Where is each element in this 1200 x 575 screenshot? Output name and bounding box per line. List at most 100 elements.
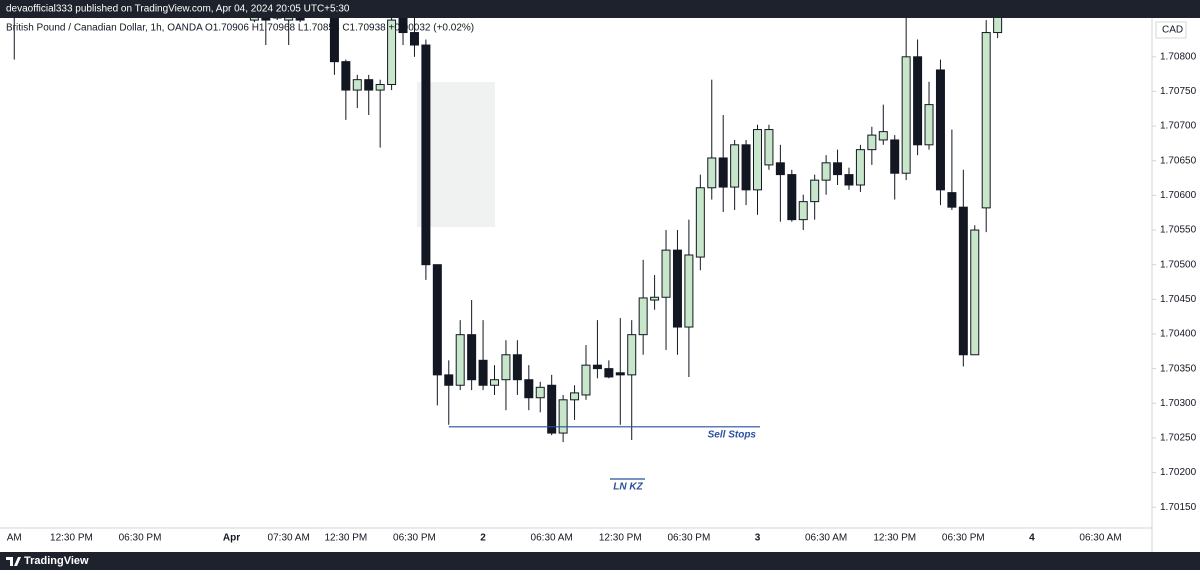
candle-body — [329, 18, 339, 63]
candle-body — [741, 144, 751, 191]
x-tick-label: 12:30 PM — [50, 533, 93, 544]
y-tick-label: 1.70550 — [1160, 225, 1197, 236]
x-tick-label: 2 — [480, 533, 486, 544]
candle-body — [672, 249, 682, 328]
candle-body — [490, 379, 500, 386]
candle-body — [581, 364, 591, 396]
candle-body — [467, 334, 477, 381]
candle-body — [387, 19, 397, 86]
y-tick-label: 1.70250 — [1160, 433, 1197, 444]
x-tick-label: 06:30 AM — [805, 533, 847, 544]
candle-body — [615, 372, 625, 376]
y-tick-label: 1.70300 — [1160, 398, 1197, 409]
candle-body — [958, 206, 968, 356]
y-tick-label: 1.70750 — [1160, 86, 1197, 97]
y-tick-label: 1.70500 — [1160, 259, 1197, 270]
x-tick-label: 12:30 PM — [324, 533, 367, 544]
candle-body — [718, 157, 728, 188]
candle-body — [661, 249, 671, 298]
candle-body — [867, 134, 877, 151]
y-tick-label: 1.70350 — [1160, 363, 1197, 374]
candle-body — [352, 79, 362, 91]
candle-body — [753, 129, 763, 191]
candle-body — [398, 18, 408, 34]
candle-body — [981, 32, 991, 209]
candle-body — [627, 334, 637, 376]
candle-body — [547, 384, 557, 434]
candle-body — [455, 334, 465, 386]
candle-body — [650, 296, 660, 301]
candle-body — [764, 129, 774, 166]
x-tick-label: 06:30 PM — [119, 533, 162, 544]
candle-body — [249, 18, 259, 21]
candle-body — [993, 18, 1003, 34]
y-tick-label: 1.70400 — [1160, 329, 1197, 340]
candle-body — [878, 131, 888, 141]
candle-body — [375, 84, 385, 91]
candle-body — [901, 56, 911, 174]
x-tick-label: 06:30 AM — [531, 533, 573, 544]
candle-body — [592, 364, 602, 370]
x-tick-label: 4 — [1029, 533, 1035, 544]
candle-body — [261, 18, 271, 21]
candle-body — [341, 61, 351, 91]
candle-body — [947, 192, 957, 208]
y-tick-label: 1.70650 — [1160, 155, 1197, 166]
candle-body — [284, 18, 294, 21]
currency-box — [1155, 21, 1187, 39]
candle-body — [409, 32, 419, 46]
y-tick-label: 1.70800 — [1160, 51, 1197, 62]
candle-body — [821, 162, 831, 181]
y-tick-label: 1.70200 — [1160, 467, 1197, 478]
y-tick-label: 1.70150 — [1160, 502, 1197, 513]
header-bar — [0, 0, 1200, 18]
x-tick-label: Apr — [223, 533, 240, 544]
y-tick-label: 1.70450 — [1160, 294, 1197, 305]
candle-body — [970, 229, 980, 356]
x-tick-label: 12:30 PM — [599, 533, 642, 544]
symbol-legend: British Pound / Canadian Dollar, 1h, OAN… — [6, 23, 474, 34]
candle-body — [798, 201, 808, 221]
candle-body — [501, 354, 511, 381]
candle-body — [295, 18, 305, 21]
header-text: devaofficial333 published on TradingView… — [6, 4, 350, 15]
candle-body — [890, 139, 900, 174]
annotation: LN KZ — [613, 482, 643, 493]
candle-body — [935, 69, 945, 191]
candle-body — [844, 174, 854, 186]
candle-body — [535, 386, 545, 399]
logo — [6, 557, 21, 566]
x-tick-label: 06:30 AM — [1079, 533, 1121, 544]
candle-body — [775, 162, 785, 176]
y-tick-label: 1.70700 — [1160, 121, 1197, 132]
candle-body — [787, 174, 797, 221]
candle-body — [421, 44, 431, 266]
x-tick-label: 12:30 PM — [873, 533, 916, 544]
candle-body — [730, 144, 740, 188]
candle-body — [570, 392, 580, 401]
x-tick-label: 3 — [755, 533, 761, 544]
x-tick-label: 06:30 PM — [667, 533, 710, 544]
candle-body — [478, 359, 488, 386]
x-tick-label: 07:30 AM — [268, 533, 310, 544]
candle-body — [444, 374, 454, 386]
annotation: Sell Stops — [708, 429, 757, 440]
candle-body — [604, 368, 614, 378]
candle-body — [512, 354, 522, 381]
candle-body — [364, 79, 374, 91]
candle-body — [558, 399, 568, 434]
candle-body — [524, 379, 534, 399]
candle-body — [707, 157, 717, 189]
footer-brand: TradingView — [24, 555, 89, 567]
footer-bar — [0, 552, 1200, 570]
candle-body — [924, 104, 934, 146]
candle-body — [833, 162, 843, 176]
currency: CAD — [1162, 25, 1183, 36]
candle-body — [638, 297, 648, 336]
candle-body — [913, 56, 923, 146]
x-tick-label: 06:30 PM — [942, 533, 985, 544]
candle-body — [810, 179, 820, 203]
